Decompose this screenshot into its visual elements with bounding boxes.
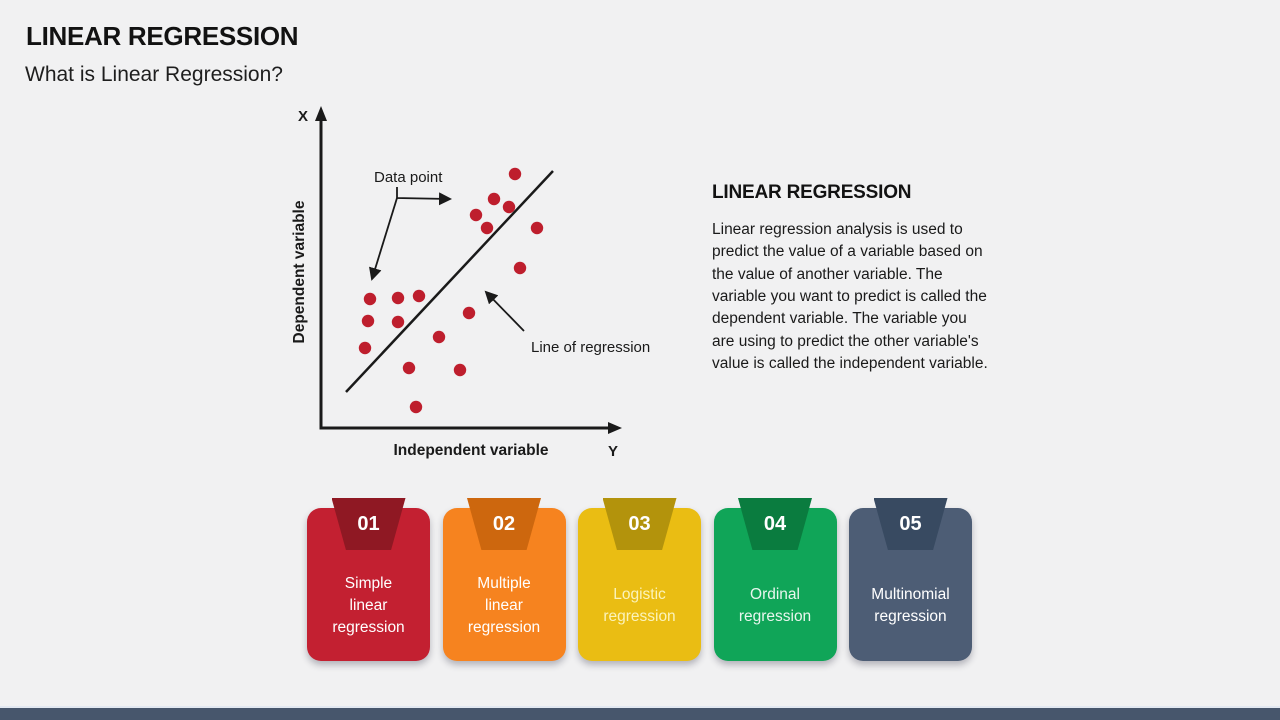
regression-types-row: 01 Simple linear regression 02 Multiple … [307, 498, 972, 661]
scatter-dot [502, 200, 516, 214]
scatter-dot [409, 400, 423, 414]
scatter-dot [469, 208, 483, 222]
card-number: 05 [899, 512, 922, 535]
x-axis-letter: Y [608, 443, 618, 460]
scatter-dot [513, 261, 527, 275]
info-heading: LINEAR REGRESSION [712, 182, 912, 203]
scatter-dot [530, 221, 544, 235]
scatter-dot [361, 314, 375, 328]
info-paragraph: Linear regression analysis is used to pr… [712, 221, 988, 372]
scatter-dot [487, 192, 501, 206]
x-axis-arrowhead-icon [608, 422, 622, 434]
card-number: 01 [357, 512, 380, 535]
card-simple-linear-regression: 01 Simple linear regression [307, 498, 430, 661]
scatter-dot [358, 341, 372, 355]
slide-subtitle: What is Linear Regression? [25, 63, 283, 86]
footer-bar [0, 708, 1280, 720]
card-number: 04 [763, 512, 787, 535]
card-label: Ordinal regression [738, 585, 812, 625]
dependent-variable-label: Dependent variable [291, 200, 308, 343]
card-label: Simple linear regression [332, 574, 405, 636]
card-ordinal-regression: 04 Ordinal regression [713, 498, 837, 661]
slide-title: LINEAR REGRESSION [26, 21, 299, 51]
card-label: Multinomial regression [871, 585, 950, 625]
number-badge: 02 [467, 498, 541, 550]
scatter-dot [453, 363, 467, 377]
y-axis-arrowhead-icon [315, 106, 327, 121]
data-point-callout-label: Data point [374, 169, 443, 186]
card-number: 03 [628, 512, 651, 535]
card-label: Logistic regression [603, 585, 676, 625]
scatter-diagram: X Y Dependent variable Independent varia… [291, 106, 650, 460]
number-badge: 05 [873, 498, 948, 550]
number-badge: 04 [738, 498, 812, 550]
scatter-dot [363, 292, 377, 306]
regression-line [345, 170, 554, 393]
line-of-regression-callout-label: Line of regression [531, 339, 650, 356]
number-badge: 01 [331, 498, 406, 550]
data-point-arrow-down-icon [369, 197, 398, 281]
card-multiple-linear-regression: 02 Multiple linear regression [442, 498, 566, 661]
scatter-dot [480, 221, 494, 235]
y-axis-letter: X [298, 108, 308, 125]
scatter-dot [508, 167, 522, 181]
regression-line-arrow-icon [484, 290, 525, 332]
scatter-dot [391, 291, 405, 305]
info-panel: LINEAR REGRESSION Linear regression anal… [712, 182, 990, 375]
footer-accent-line [0, 706, 1280, 708]
card-logistic-regression: 03 Logistic regression [578, 498, 701, 661]
scatter-dot [402, 361, 416, 375]
independent-variable-label: Independent variable [393, 442, 548, 459]
number-badge: 03 [602, 498, 677, 550]
scatter-dots [358, 167, 544, 414]
scatter-dot [432, 330, 446, 344]
data-point-arrow-right-icon [396, 187, 452, 206]
scatter-dot [412, 289, 426, 303]
card-number: 02 [492, 512, 516, 535]
scatter-dot [391, 315, 405, 329]
card-multinomial-regression: 05 Multinomial regression [849, 498, 972, 661]
scatter-dot [462, 306, 476, 320]
card-label: Multiple linear regression [467, 574, 541, 636]
